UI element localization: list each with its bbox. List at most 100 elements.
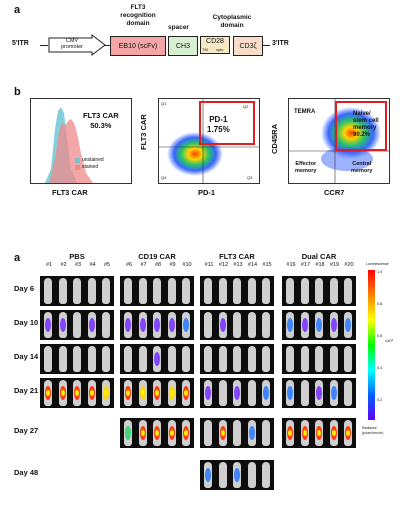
central-label-line1: Central — [352, 161, 372, 167]
connector-line — [104, 45, 110, 46]
pd1-gate-label-line1: PD-1 — [209, 115, 228, 124]
hist-xlabel: FLT3 CAR — [52, 188, 88, 197]
signal-spot — [125, 426, 131, 440]
mouse-image — [315, 278, 323, 304]
mouse-id-label: #4 — [89, 262, 96, 268]
signal-spot — [168, 318, 175, 332]
mouse-id-label: #11 — [204, 262, 214, 268]
mouse-id-label: #19 — [329, 262, 340, 268]
mouse-image — [44, 278, 52, 304]
cd28-box: CD28 — [200, 36, 230, 54]
mouse-id-label: #15 — [262, 262, 272, 268]
mouse-id-label: #1 — [45, 262, 53, 268]
mouse-image — [102, 278, 110, 304]
mouse-id-label: #2 — [60, 262, 67, 268]
day-label: Day 48 — [14, 468, 39, 477]
mouse-image — [204, 346, 212, 372]
signal-spot — [345, 318, 351, 332]
mouse-image — [344, 380, 352, 406]
mouse-image — [204, 312, 212, 338]
signal-spot — [330, 386, 337, 400]
signal-spot-core — [155, 430, 159, 436]
quadrant-q2: Q2 — [243, 104, 249, 109]
mouse-image — [247, 380, 256, 406]
signal-spot — [45, 318, 51, 332]
itr5-label: 5'ITR — [12, 40, 29, 47]
panel-letter-a-top: a — [14, 4, 21, 16]
mouse-image — [58, 278, 67, 304]
signal-spot-core — [155, 390, 159, 396]
mouse-image — [300, 278, 309, 304]
mouse-id-label: #18 — [315, 262, 325, 268]
colorbar-tick: 1.0 — [377, 270, 383, 274]
mouse-id-label: #16 — [286, 262, 296, 268]
mouse-image — [218, 380, 227, 406]
mouse-image — [102, 346, 110, 372]
mouse-image — [138, 278, 147, 304]
cd28-label: CD28 — [206, 38, 224, 45]
group-title: CD19 CAR — [138, 252, 176, 261]
mouse-image — [233, 278, 241, 304]
mouse-id-label: #6 — [125, 262, 133, 268]
mouse-image — [315, 346, 323, 372]
mouse-image — [262, 278, 270, 304]
mouse-id-label: #5 — [103, 262, 111, 268]
legend-unstained: unstained — [82, 157, 104, 163]
signal-spot — [263, 386, 269, 400]
signal-spot — [139, 318, 146, 332]
quadrant-q4: Q4 — [161, 175, 167, 180]
mouse-id-label: #7 — [140, 262, 147, 268]
mouse-id-label: #13 — [233, 262, 243, 268]
mouse-image — [153, 278, 161, 304]
mouse-id-label: #8 — [154, 262, 162, 268]
mouse-image — [286, 346, 294, 372]
signal-spot — [219, 318, 226, 332]
colorbar-units: Radiance (p/sec/cm²/sr) — [362, 426, 383, 436]
central-label-line2: memory — [351, 168, 373, 174]
quadrant-q3: Q3 — [247, 175, 253, 180]
mouse-image — [218, 278, 227, 304]
mouse-id-label: #14 — [247, 262, 258, 268]
mouse-image — [204, 420, 212, 446]
signal-spot — [183, 318, 189, 332]
spacer-header: spacer — [168, 24, 189, 31]
mouse-image — [73, 312, 81, 338]
colorbar-tick: 0.4 — [377, 366, 383, 370]
mouse-id-label: #10 — [182, 262, 192, 268]
mouse-id-label: #3 — [74, 262, 82, 268]
mouse-image — [300, 346, 309, 372]
mouse-id-label: #9 — [169, 262, 176, 268]
signal-spot — [301, 318, 308, 332]
mouse-image — [344, 346, 352, 372]
effector-label-line2: memory — [295, 168, 317, 174]
mouse-image — [204, 278, 212, 304]
signal-spot — [316, 318, 322, 332]
cd28-cyto-label: cyto — [216, 47, 224, 52]
signal-spot — [287, 318, 293, 332]
day-label: Day 14 — [14, 352, 39, 361]
connector-line — [262, 45, 270, 46]
scatter-pd1-plot: PD-1 1.75% Q1 Q2 Q4 Q3 — [158, 98, 260, 184]
mouse-image — [247, 462, 256, 488]
naive-label-line1: Naive/ — [353, 111, 371, 117]
mouse-image — [233, 420, 241, 446]
signal-spot — [287, 386, 293, 400]
signal-spot-core — [169, 390, 174, 396]
pd1-gate — [199, 101, 255, 145]
pd1-gate-label: PD-1 1.75% — [207, 115, 230, 135]
naive-gate — [335, 101, 387, 151]
mouse-image — [58, 346, 67, 372]
cmv-promoter-label: CMV promoter — [60, 38, 83, 50]
mouse-image — [233, 346, 241, 372]
quadrant-q1: Q1 — [161, 101, 167, 106]
day-label: Day 10 — [14, 318, 39, 327]
colorbar-tick: 0.8 — [377, 302, 383, 306]
signal-spot — [125, 318, 131, 332]
cmv-promoter-arrow: CMV promoter — [48, 33, 106, 57]
ch3-box: CH3 — [168, 36, 198, 56]
signal-spot-core — [89, 390, 94, 396]
pd1-gate-label-line2: 1.75% — [207, 125, 230, 134]
signal-spot-core — [60, 390, 65, 396]
signal-spot-core — [317, 430, 321, 436]
mouse-image — [247, 278, 256, 304]
